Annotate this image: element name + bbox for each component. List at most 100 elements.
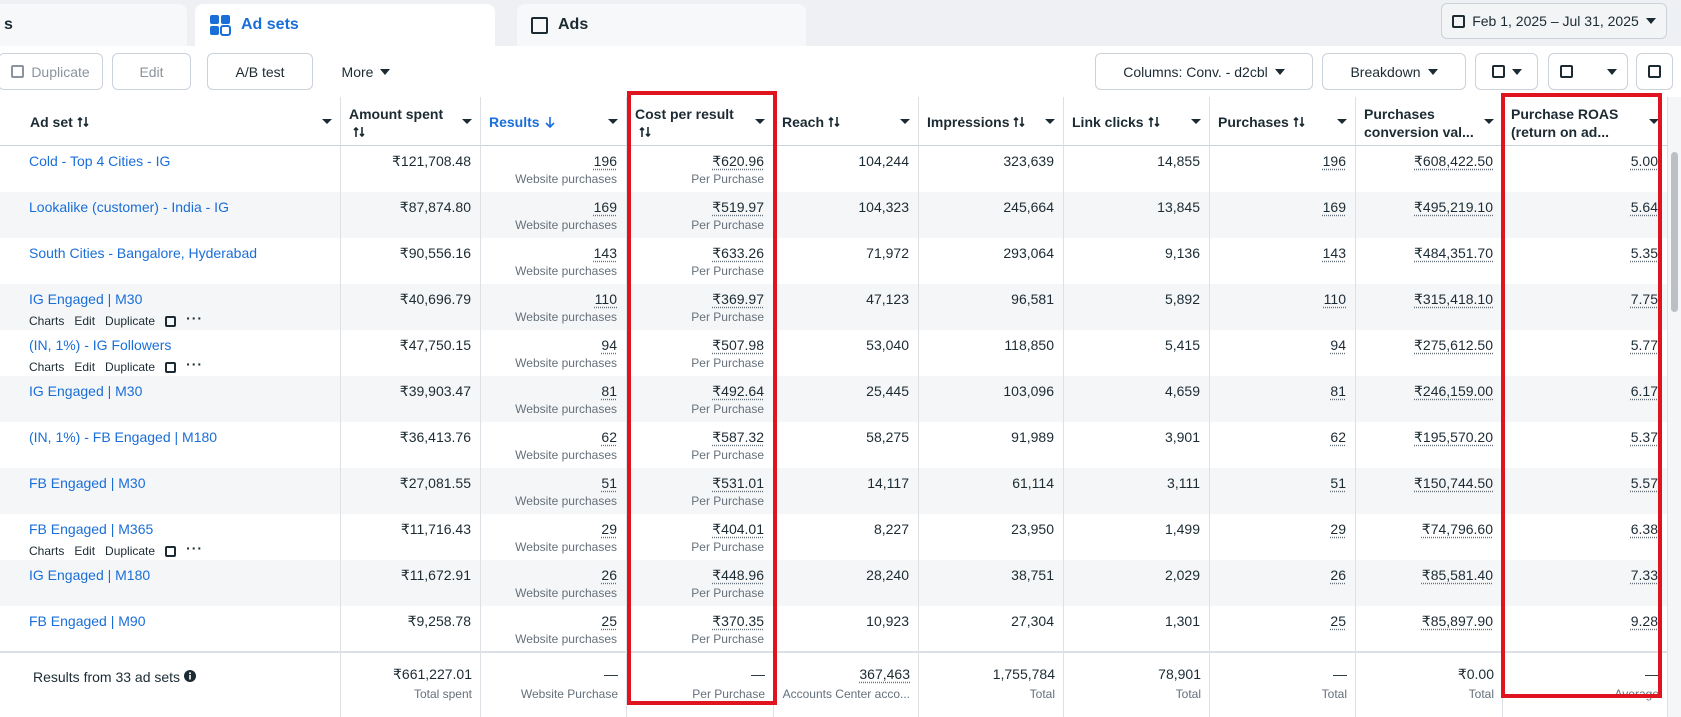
button-label: Columns: Conv. - d2cbl (1123, 63, 1268, 80)
ad-set-name[interactable]: South Cities - Bangalore, Hyderabad (29, 245, 258, 261)
more-button[interactable]: More (330, 53, 402, 90)
row-action[interactable]: Charts (29, 544, 65, 558)
ads-icon (531, 16, 548, 34)
row-action[interactable]: Edit (74, 544, 96, 558)
column-header[interactable]: Purchases (1210, 97, 1356, 146)
ad-set-name[interactable]: (IN, 1%) - IG Followers (29, 337, 172, 353)
row-action[interactable]: Edit (74, 314, 96, 328)
ad-set-name[interactable]: FB Engaged | M30 (29, 475, 146, 491)
tab[interactable]: Ads (517, 4, 806, 46)
cell-subtext: Website purchases (515, 540, 617, 554)
table-cell: 28,240 (774, 560, 919, 606)
cell-value: 51 (1330, 475, 1346, 491)
duplicate-button[interactable]: Duplicate (0, 53, 103, 90)
more-actions[interactable]: ··· (186, 540, 204, 556)
ab-test-button[interactable]: A/B test (207, 53, 313, 90)
header-menu[interactable] (900, 119, 910, 124)
table-cell: ₹195,570.20 (1356, 422, 1503, 468)
ad-set-name[interactable]: Lookalike (customer) - India - IG (29, 199, 229, 215)
cell-value: ₹47,750.15 (399, 337, 471, 353)
footer-subtext: Per Purchase (692, 687, 765, 701)
cell-value: ₹195,570.20 (1414, 429, 1493, 445)
cell-subtext: Per Purchase (691, 540, 764, 554)
ad-set-name[interactable]: Cold - Top 4 Cities - IG (29, 153, 171, 169)
ad-set-name[interactable]: IG Engaged | M30 (29, 383, 143, 399)
column-header[interactable]: Reach (774, 97, 919, 146)
more-actions[interactable]: ··· (186, 356, 204, 372)
cell-value: ₹74,796.60 (1421, 521, 1493, 537)
header-menu[interactable] (1484, 119, 1494, 124)
row-action[interactable]: Duplicate (105, 544, 156, 558)
row-action-icon[interactable] (165, 545, 177, 557)
tab[interactable]: Ad sets (195, 4, 495, 46)
ad-set-name[interactable]: FB Engaged | M365 (29, 521, 154, 537)
header-menu[interactable] (462, 119, 472, 124)
sort-icon (1148, 116, 1160, 128)
ad-set-name[interactable]: IG Engaged | M180 (29, 567, 151, 583)
row-action[interactable]: Charts (29, 314, 65, 328)
cell-subtext: Per Purchase (691, 218, 764, 232)
table-cell: ₹11,672.91 (341, 560, 481, 606)
reports-button[interactable] (1475, 53, 1538, 90)
header-menu[interactable] (1045, 119, 1055, 124)
header-menu[interactable] (1649, 119, 1659, 124)
row-action[interactable]: Duplicate (105, 360, 156, 374)
column-header[interactable]: Purchases conversion val... (1356, 97, 1503, 146)
column-header[interactable]: Impressions (919, 97, 1064, 146)
cell-value: 5,415 (1164, 337, 1200, 353)
cell-value: ₹519.97 (712, 199, 764, 215)
footer-cell: 367,463 Accounts Center acco... (774, 651, 919, 717)
cell-subtext: Per Purchase (691, 402, 764, 416)
table-cell: ₹275,612.50 (1356, 330, 1503, 376)
header-menu[interactable] (1337, 119, 1347, 124)
header-menu[interactable] (755, 119, 765, 124)
table-cell: 81 Website purchases (481, 376, 627, 422)
footer-value: ₹661,227.01 (393, 666, 472, 682)
column-header[interactable]: Ad set (0, 97, 341, 146)
cell-value: 25,445 (866, 383, 909, 399)
ad-set-name[interactable]: FB Engaged | M90 (29, 613, 146, 629)
cell-value: 61,114 (1012, 475, 1054, 491)
charts-button[interactable] (1636, 53, 1673, 90)
table-cell: 169 Website purchases (481, 192, 627, 238)
table-cell: 71,972 (774, 238, 919, 284)
table-cell: 5.37 (1503, 422, 1668, 468)
header-menu[interactable] (322, 119, 332, 124)
cell-value: 293,064 (1003, 245, 1054, 261)
row-action-icon[interactable] (165, 315, 177, 327)
table-cell: 7.75 (1503, 284, 1668, 330)
ad-set-name[interactable]: IG Engaged | M30 (29, 291, 143, 307)
columns-button[interactable]: Columns: Conv. - d2cbl (1095, 53, 1313, 90)
cell-value: 38,751 (1011, 567, 1054, 583)
column-header[interactable]: Purchase ROAS (return on ad... (1503, 97, 1668, 146)
breakdown-button[interactable]: Breakdown (1322, 53, 1466, 90)
edit-button[interactable]: Edit (112, 53, 191, 90)
table-cell: 58,275 (774, 422, 919, 468)
row-action-icon[interactable] (165, 361, 177, 373)
tab[interactable]: s (0, 4, 187, 46)
footer-value: — (1333, 666, 1347, 682)
row-action[interactable]: Charts (29, 360, 65, 374)
column-header[interactable]: Results (481, 97, 627, 146)
ad-set-name[interactable]: (IN, 1%) - FB Engaged | M180 (29, 429, 218, 445)
footer-cell: 1,755,784 Total (919, 651, 1064, 717)
export-button[interactable] (1548, 53, 1628, 90)
column-header[interactable]: Amount spent (341, 97, 481, 146)
more-actions[interactable]: ··· (186, 310, 204, 326)
column-header[interactable]: Cost per result (627, 97, 774, 146)
header-menu[interactable] (608, 119, 618, 124)
date-picker[interactable]: Feb 1, 2025 – Jul 31, 2025 (1441, 3, 1667, 39)
footer-cell: 78,901 Total (1064, 651, 1210, 717)
row-action[interactable]: Duplicate (105, 314, 156, 328)
row-action[interactable]: Edit (74, 360, 96, 374)
table-cell: 10,923 (774, 606, 919, 652)
table-row: (IN, 1%) - FB Engaged | M180 ₹36,413.76 62… (0, 422, 1668, 468)
icon (1648, 65, 1661, 78)
scrollbar (1668, 97, 1681, 717)
tab-label: Ad sets (241, 16, 299, 33)
header-menu[interactable] (1191, 119, 1201, 124)
cell-value: 26 (1330, 567, 1346, 583)
table-cell: 96,581 (919, 284, 1064, 330)
cell-value: 118,850 (1004, 337, 1054, 353)
column-header[interactable]: Link clicks (1064, 97, 1210, 146)
